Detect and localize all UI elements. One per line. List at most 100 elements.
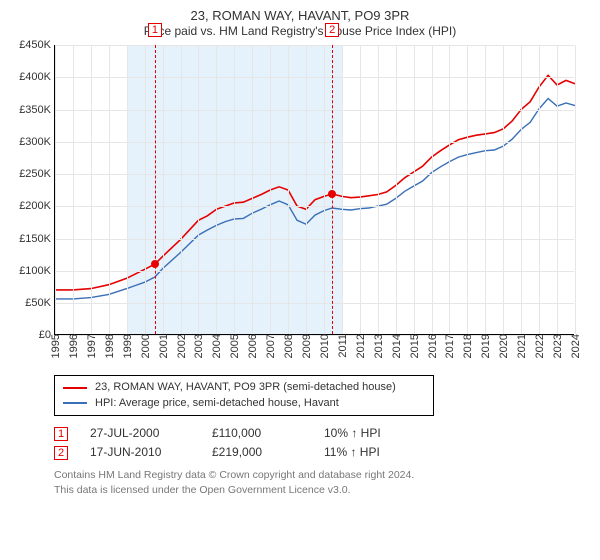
sale-marker-tag: 1 — [148, 23, 162, 37]
sales-date: 27-JUL-2000 — [90, 424, 190, 443]
gridline-v — [216, 45, 217, 334]
y-tick-label: £400K — [19, 71, 55, 83]
x-tick-label: 2016 — [425, 334, 439, 358]
legend-swatch — [63, 387, 87, 389]
gridline-v — [163, 45, 164, 334]
sales-delta: 10% ↑ HPI — [324, 424, 381, 443]
gridline-v — [485, 45, 486, 334]
x-tick-label: 2003 — [191, 334, 205, 358]
gridline-v — [145, 45, 146, 334]
y-tick-label: £150K — [19, 233, 55, 245]
x-tick-label: 2004 — [209, 334, 223, 358]
gridline-h — [55, 77, 574, 78]
legend-label: HPI: Average price, semi-detached house,… — [95, 396, 339, 411]
gridline-v — [288, 45, 289, 334]
gridline-v — [360, 45, 361, 334]
gridline-v — [378, 45, 379, 334]
x-tick-label: 2017 — [442, 334, 456, 358]
chart-title: 23, ROMAN WAY, HAVANT, PO9 3PR — [10, 8, 590, 24]
x-tick-label: 2023 — [550, 334, 564, 358]
gridline-v — [270, 45, 271, 334]
legend-label: 23, ROMAN WAY, HAVANT, PO9 3PR (semi-det… — [95, 380, 396, 395]
y-tick-label: £100K — [19, 265, 55, 277]
y-tick-label: £450K — [19, 39, 55, 51]
x-tick-label: 2013 — [371, 334, 385, 358]
sales-tag: 2 — [54, 446, 68, 460]
footer-line-1: Contains HM Land Registry data © Crown c… — [54, 468, 590, 482]
chart-card: 23, ROMAN WAY, HAVANT, PO9 3PR Price pai… — [0, 0, 600, 560]
sale-marker-line — [155, 45, 156, 334]
sales-table: 1 27-JUL-2000 £110,000 10% ↑ HPI 2 17-JUN-201… — [54, 424, 590, 462]
gridline-v — [91, 45, 92, 334]
x-tick-label: 2021 — [514, 334, 528, 358]
gridline-v — [324, 45, 325, 334]
sales-tag: 1 — [54, 427, 68, 441]
x-tick-label: 1995 — [48, 334, 62, 358]
y-tick-label: £200K — [19, 200, 55, 212]
legend-row: 23, ROMAN WAY, HAVANT, PO9 3PR (semi-det… — [63, 380, 425, 395]
x-tick-label: 2005 — [227, 334, 241, 358]
x-tick-label: 2008 — [281, 334, 295, 358]
gridline-v — [521, 45, 522, 334]
x-tick-label: 2014 — [389, 334, 403, 358]
sales-row: 2 17-JUN-2010 £219,000 11% ↑ HPI — [54, 443, 590, 462]
gridline-v — [432, 45, 433, 334]
legend-row: HPI: Average price, semi-detached house,… — [63, 396, 425, 411]
series-svg — [55, 45, 575, 335]
gridline-h — [55, 45, 574, 46]
gridline-v — [575, 45, 576, 334]
gridline-h — [55, 239, 574, 240]
y-tick-label: £50K — [25, 297, 55, 309]
gridline-v — [557, 45, 558, 334]
x-tick-label: 2020 — [496, 334, 510, 358]
y-tick-label: £350K — [19, 104, 55, 116]
footer-line-2: This data is licensed under the Open Gov… — [54, 483, 590, 497]
gridline-v — [539, 45, 540, 334]
gridline-v — [396, 45, 397, 334]
x-tick-label: 1997 — [84, 334, 98, 358]
series-property — [55, 76, 575, 291]
gridline-v — [342, 45, 343, 334]
gridline-h — [55, 303, 574, 304]
gridline-h — [55, 206, 574, 207]
x-tick-label: 1996 — [66, 334, 80, 358]
gridline-v — [414, 45, 415, 334]
x-tick-label: 2002 — [174, 334, 188, 358]
chart-subtitle: Price paid vs. HM Land Registry's House … — [10, 24, 590, 39]
sales-date: 17-JUN-2010 — [90, 443, 190, 462]
x-tick-label: 2018 — [460, 334, 474, 358]
footer-attribution: Contains HM Land Registry data © Crown c… — [54, 468, 590, 496]
legend-box: 23, ROMAN WAY, HAVANT, PO9 3PR (semi-det… — [54, 375, 434, 416]
series-hpi — [55, 99, 575, 299]
x-tick-label: 2012 — [353, 334, 367, 358]
gridline-h — [55, 110, 574, 111]
sales-price: £110,000 — [212, 424, 302, 443]
gridline-v — [73, 45, 74, 334]
x-tick-label: 2015 — [407, 334, 421, 358]
x-tick-label: 2000 — [138, 334, 152, 358]
x-tick-label: 2011 — [335, 334, 349, 358]
y-tick-label: £300K — [19, 136, 55, 148]
x-tick-label: 2007 — [263, 334, 277, 358]
gridline-v — [127, 45, 128, 334]
gridline-v — [449, 45, 450, 334]
x-tick-label: 2006 — [245, 334, 259, 358]
gridline-v — [503, 45, 504, 334]
gridline-h — [55, 271, 574, 272]
x-tick-label: 2001 — [156, 334, 170, 358]
gridline-v — [306, 45, 307, 334]
gridline-v — [252, 45, 253, 334]
sales-delta: 11% ↑ HPI — [324, 443, 380, 462]
x-tick-label: 2024 — [568, 334, 582, 358]
plot-region: £0£50K£100K£150K£200K£250K£300K£350K£400… — [54, 45, 574, 335]
gridline-v — [55, 45, 56, 334]
sales-price: £219,000 — [212, 443, 302, 462]
gridline-v — [234, 45, 235, 334]
sales-row: 1 27-JUL-2000 £110,000 10% ↑ HPI — [54, 424, 590, 443]
gridline-v — [181, 45, 182, 334]
gridline-v — [198, 45, 199, 334]
x-tick-label: 2022 — [532, 334, 546, 358]
x-tick-label: 1999 — [120, 334, 134, 358]
gridline-v — [467, 45, 468, 334]
gridline-h — [55, 174, 574, 175]
